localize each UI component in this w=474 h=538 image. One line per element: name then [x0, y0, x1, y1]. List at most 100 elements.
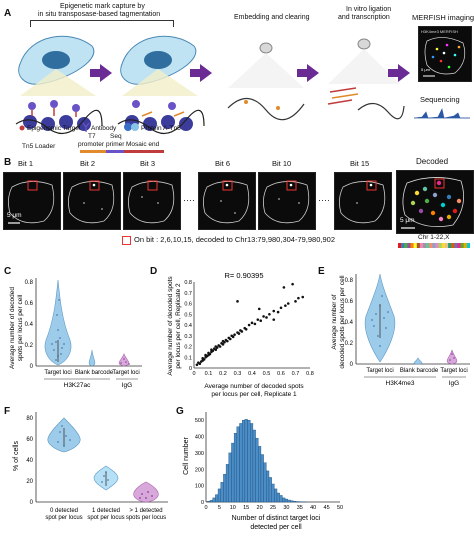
panel-c-violin-plot: Average number of decoded spots per locu… [9, 278, 142, 389]
panel-d-point [211, 349, 215, 353]
panel-g-xtick: 40 [310, 505, 316, 511]
panel-g-ytick: 0 [201, 500, 204, 506]
bit-label-3: Bit 3 [140, 159, 156, 168]
panel-d-scatter-plot: R= 0.90395 Average number of decoded spo… [167, 271, 314, 398]
panel-a-letter: A [4, 8, 12, 19]
bit-image-1: 5 μm [3, 172, 61, 230]
panel-c-letter: C [4, 266, 12, 277]
panel-d-point [301, 295, 305, 299]
panel-f-ytick: 80 [26, 416, 33, 422]
panel-d-point [291, 282, 294, 286]
legend-on-bit-box [122, 236, 131, 245]
panel-c-ytick: 0.4 [25, 322, 34, 328]
panel-c-xtick: Target loci [112, 370, 139, 376]
panel-g-bar [231, 442, 235, 503]
panel-d-point [198, 362, 202, 365]
chromosome-color-bar [398, 243, 470, 248]
panel-d-point [233, 333, 236, 336]
panel-f-xtick-1-line2: spot per locus [87, 515, 124, 521]
panel-e-violin-plot: Average number of decoded spots per locu… [331, 273, 470, 387]
chr-color-swatch [407, 243, 411, 248]
panel-e-ytick: 0.8 [345, 278, 354, 284]
legend-t7-label-1: T7 [88, 133, 96, 140]
ligation-illustration [327, 38, 405, 120]
panel-g-bar [287, 499, 291, 503]
panel-g-bar [274, 488, 278, 503]
chr-color-swatch [448, 243, 452, 248]
panel-d-point [297, 296, 300, 300]
panel-f-xtick-1-line1: 1 detected [92, 508, 120, 514]
panel-g-bar [225, 464, 229, 503]
panel-f-ylabel: % of cells [13, 441, 20, 471]
panel-g-bar [266, 470, 270, 503]
panel-g-bar [252, 429, 256, 503]
panel-g-xtick: 20 [257, 505, 263, 511]
panel-d-xtick: 0.7 [292, 371, 300, 377]
panel-g-bar [271, 483, 275, 503]
panel-d-ytick: 0.7 [184, 291, 192, 297]
panel-f-xtick-0-line2: spot per locus [45, 515, 82, 521]
bit-label-1: Bit 1 [18, 159, 34, 168]
panel-d-point [215, 346, 219, 349]
legend-loader-bar [80, 150, 164, 153]
panel-d-point [250, 321, 254, 325]
panel-c-violin-blank [88, 349, 96, 367]
merfish-inset-text: H3K4me3 MERFISH [421, 29, 458, 34]
panel-d-xtick: 0.2 [219, 371, 227, 377]
chr-color-swatch [454, 243, 458, 248]
panel-g-xtick: 30 [283, 505, 289, 511]
legend-antibody-icon [82, 122, 90, 132]
panel-c-ytick: 0 [30, 364, 34, 370]
panel-g-bar [263, 462, 267, 503]
bit-image-3 [123, 172, 181, 230]
panel-g-ytick: 500 [195, 418, 204, 424]
panel-d-point [208, 352, 212, 356]
panel-d-point [253, 322, 257, 326]
panel-d-point [294, 300, 297, 303]
chr-color-swatch [419, 243, 424, 248]
chr-color-swatch [401, 243, 405, 248]
chr-color-swatch [398, 243, 402, 248]
panel-g-bar [284, 498, 288, 503]
bit-label-6: Bit 6 [215, 159, 231, 168]
panel-d-xlabel-1: Average number of decoded spots [204, 383, 304, 390]
panel-d-point [223, 340, 226, 344]
panel-d-point [279, 306, 283, 310]
panel-d-point [202, 358, 206, 361]
chr-color-swatch [410, 243, 414, 248]
panel-c-ytick: 0.2 [25, 343, 34, 349]
chr-color-swatch [451, 243, 455, 248]
step-sequencing-label: Sequencing [420, 95, 460, 104]
panel-f-ytick: 40 [26, 458, 33, 464]
panel-g-bar [282, 497, 286, 503]
panel-g-xtick: 10 [230, 505, 236, 511]
panel-d-xtick: 0.6 [277, 371, 285, 377]
panel-e-ytick: 0.4 [345, 320, 354, 326]
panel-d-point [257, 307, 261, 311]
panel-g-histogram: Cell number Number of distinct target lo… [183, 412, 343, 531]
legend-target-label: Epigenomic Target [27, 125, 81, 132]
panel-c-violin-igg [118, 353, 130, 367]
panel-g-bar [276, 492, 280, 503]
panel-g-bar [247, 419, 251, 503]
panel-d-point [268, 312, 271, 316]
flow-arrow-1 [90, 64, 112, 82]
panel-g-bar [207, 500, 211, 503]
panel-c-ylabel-2: spots per locus per cell [17, 294, 24, 361]
panel-f-violin-2 [133, 481, 159, 503]
panel-e-xtick: Target loci [366, 368, 393, 374]
panel-g-bar [260, 454, 264, 503]
panel-e-ytick: 0.6 [345, 299, 354, 305]
bit-label-15: Bit 15 [350, 159, 370, 168]
panel-g-bar [290, 500, 294, 503]
panel-g-ytick: 400 [195, 435, 204, 441]
decoded-image: 5 μm [396, 170, 474, 234]
chr-color-swatch [444, 243, 449, 248]
panel-d-point [240, 330, 244, 333]
panel-g-bar [215, 494, 219, 503]
panel-d-xtick: 0.8 [306, 371, 314, 377]
chr-color-swatch [435, 243, 439, 248]
bit-ellipsis-1: ···· [183, 195, 195, 205]
panel-d-ylabel-2: per locus per cell, Replicate 2 [175, 283, 182, 369]
panel-g-bar [220, 482, 224, 503]
